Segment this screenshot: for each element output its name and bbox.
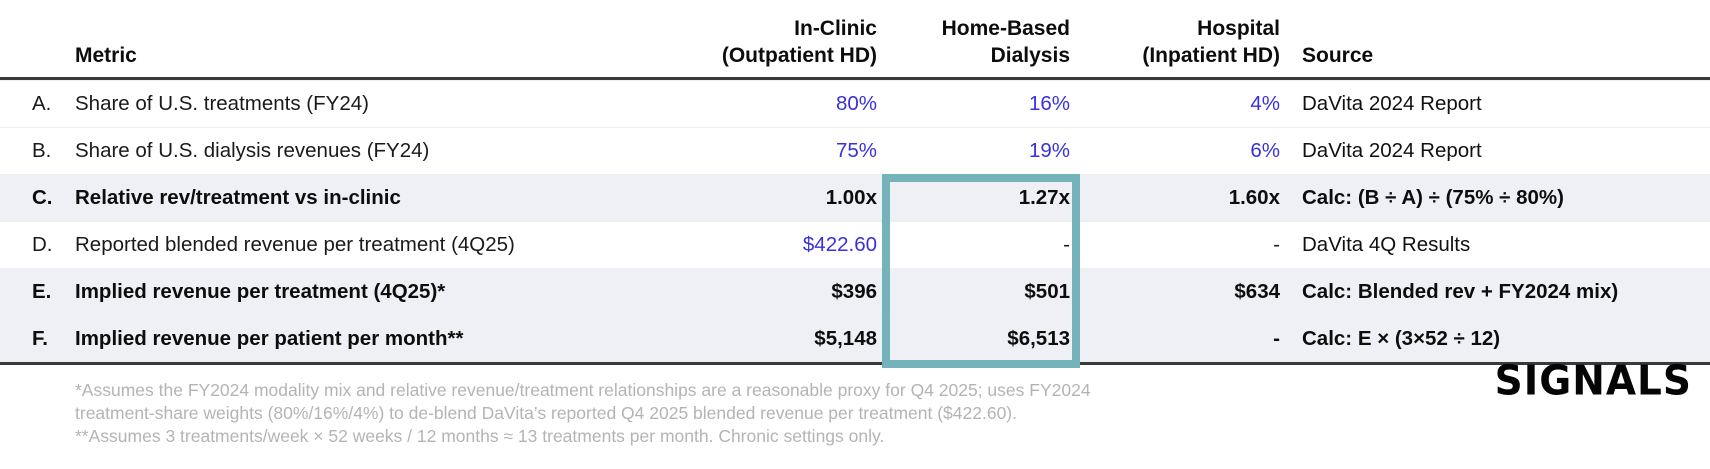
row-letter: D. (32, 233, 53, 256)
row-letter: E. (32, 280, 52, 303)
value-home-based: 16% (1028, 92, 1070, 115)
value-home-based: 1.27x (1018, 186, 1070, 209)
value-hospital: - (1273, 233, 1280, 256)
value-hospital: 1.60x (1228, 186, 1280, 209)
signals-logo: SIGNALS (1494, 358, 1692, 405)
metrics-table: Metric In-Clinic (Outpatient HD) Home-Ba… (0, 0, 1710, 368)
source-label: Calc: Blended rev + FY2024 mix) (1302, 280, 1619, 303)
value-hospital: 6% (1250, 139, 1280, 162)
metric-label: Share of U.S. dialysis revenues (FY24) (75, 139, 430, 162)
value-in-clinic: $396 (831, 280, 877, 303)
footer: *Assumes the FY2024 modality mix and rel… (0, 358, 1710, 448)
header-in-clinic-line1: In-Clinic (794, 17, 877, 41)
footnote-line-1: *Assumes the FY2024 modality mix and rel… (75, 380, 1091, 400)
header-hospital: Hospital (Inpatient HD) (1070, 16, 1280, 70)
metric-label: Reported blended revenue per treatment (… (75, 233, 515, 256)
metric-label: Implied revenue per treatment (4Q25)* (75, 280, 446, 303)
value-home-based: 19% (1028, 139, 1070, 162)
value-in-clinic: $422.60 (802, 233, 877, 256)
table-row: E. Implied revenue per treatment (4Q25)*… (0, 268, 1710, 315)
header-home-based-line2: Dialysis (990, 44, 1070, 68)
value-in-clinic: $5,148 (814, 327, 877, 350)
row-letter: B. (32, 139, 52, 162)
metric-label: Implied revenue per patient per month** (75, 327, 464, 350)
header-metric: Metric (75, 44, 137, 68)
value-in-clinic: 80% (835, 92, 877, 115)
source-label: DaVita 4Q Results (1302, 233, 1471, 256)
source-label: DaVita 2024 Report (1302, 139, 1482, 162)
table-header-row: Metric In-Clinic (Outpatient HD) Home-Ba… (0, 0, 1710, 80)
footnote-line-2: treatment-share weights (80%/16%/4%) to … (75, 403, 1018, 423)
metric-label: Relative rev/treatment vs in-clinic (75, 186, 401, 209)
table-row: B. Share of U.S. dialysis revenues (FY24… (0, 127, 1710, 174)
header-hospital-line1: Hospital (1197, 17, 1280, 41)
header-source: Source (1302, 44, 1374, 68)
row-letter: F. (32, 327, 48, 350)
value-home-based: $6,513 (1007, 327, 1070, 350)
value-in-clinic: 1.00x (825, 186, 877, 209)
value-in-clinic: 75% (835, 139, 877, 162)
header-in-clinic-line2: (Outpatient HD) (721, 44, 877, 68)
value-hospital: $634 (1234, 280, 1280, 303)
row-letter: A. (32, 92, 52, 115)
table-row: F. Implied revenue per patient per month… (0, 315, 1710, 362)
header-hospital-line2: (Inpatient HD) (1142, 44, 1280, 68)
value-hospital: - (1273, 327, 1280, 350)
value-home-based: - (1063, 233, 1070, 256)
metric-label: Share of U.S. treatments (FY24) (75, 92, 369, 115)
value-home-based: $501 (1024, 280, 1070, 303)
source-label: DaVita 2024 Report (1302, 92, 1482, 115)
source-label: Calc: (B ÷ A) ÷ (75% ÷ 80%) (1302, 186, 1564, 209)
row-letter: C. (32, 186, 53, 209)
table-row: D. Reported blended revenue per treatmen… (0, 221, 1710, 268)
header-in-clinic: In-Clinic (Outpatient HD) (620, 16, 877, 70)
table-row: A. Share of U.S. treatments (FY24) 80% 1… (0, 80, 1710, 127)
value-hospital: 4% (1250, 92, 1280, 115)
header-home-based-line1: Home-Based (941, 17, 1070, 41)
source-label: Calc: E × (3×52 ÷ 12) (1302, 327, 1501, 350)
table-bottom-rule (0, 362, 1710, 365)
header-home-based: Home-Based Dialysis (877, 16, 1070, 70)
footnote-line-3: **Assumes 3 treatments/week × 52 weeks /… (75, 426, 885, 446)
table-row: C. Relative rev/treatment vs in-clinic 1… (0, 174, 1710, 221)
